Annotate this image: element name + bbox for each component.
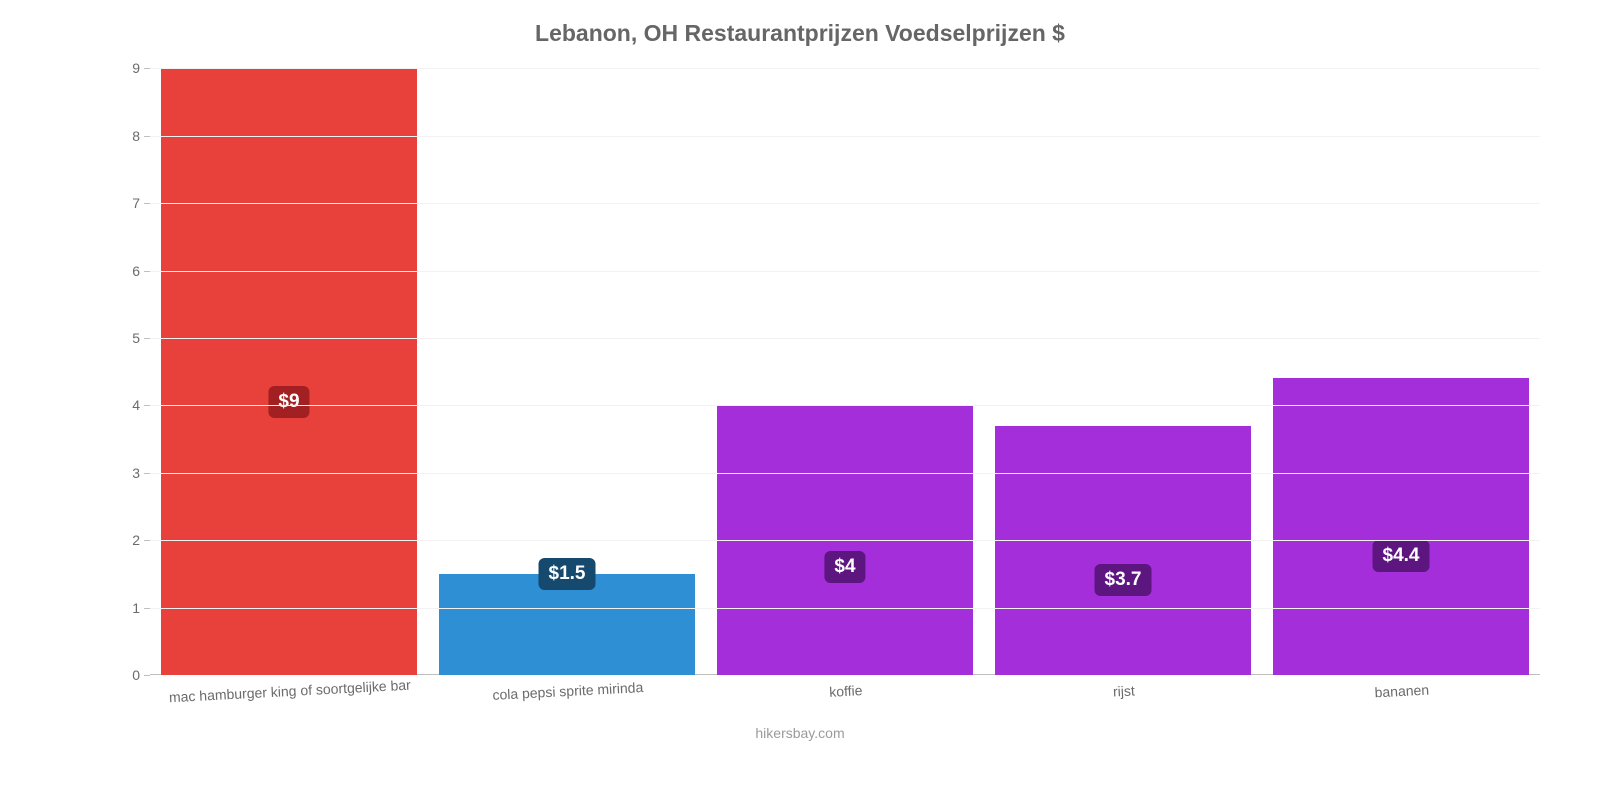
y-tick-label: 5 [100, 330, 140, 346]
price-bar-chart: Lebanon, OH Restaurantprijzen Voedselpri… [0, 0, 1600, 800]
grid-line [150, 405, 1540, 406]
x-axis-label: koffie [706, 668, 986, 722]
y-tick-label: 0 [100, 667, 140, 683]
bar-value-label: $4.4 [1373, 540, 1430, 572]
y-tick-mark [144, 271, 150, 272]
bar-value-label: $1.5 [539, 558, 596, 590]
y-tick-mark [144, 405, 150, 406]
grid-line [150, 271, 1540, 272]
x-axis-label: cola pepsi sprite mirinda [428, 668, 708, 722]
grid-line [150, 338, 1540, 339]
x-axis-label: mac hamburger king of soortgelijke bar [150, 668, 430, 722]
grid-line [150, 136, 1540, 137]
y-tick-label: 6 [100, 263, 140, 279]
grid-line [150, 540, 1540, 541]
y-tick-mark [144, 473, 150, 474]
y-tick-label: 3 [100, 465, 140, 481]
y-tick-label: 2 [100, 532, 140, 548]
y-tick-mark [144, 203, 150, 204]
grid-line [150, 473, 1540, 474]
grid-line [150, 608, 1540, 609]
bar: $9 [161, 68, 417, 675]
y-tick-label: 9 [100, 60, 140, 76]
bar: $3.7 [995, 426, 1251, 675]
grid-line [150, 203, 1540, 204]
x-axis-label: rijst [984, 668, 1264, 722]
y-tick-mark [144, 68, 150, 69]
x-axis-label: bananen [1262, 668, 1542, 722]
y-tick-mark [144, 338, 150, 339]
chart-title: Lebanon, OH Restaurantprijzen Voedselpri… [40, 20, 1560, 47]
bars-container: $9 $1.5 $4 $3.7 $4.4 [150, 55, 1540, 675]
bar-slot: $1.5 [428, 55, 706, 675]
y-tick-label: 1 [100, 600, 140, 616]
bar-slot: $3.7 [984, 55, 1262, 675]
bar: $4.4 [1273, 378, 1529, 675]
y-tick-label: 8 [100, 128, 140, 144]
source-attribution: hikersbay.com [40, 725, 1560, 741]
y-tick-mark [144, 608, 150, 609]
plot-area: $9$1.5$4$3.7$4.4 0123456789 [150, 55, 1540, 675]
x-axis-labels: mac hamburger king of soortgelijke barco… [150, 675, 1540, 715]
bar-value-label: $9 [268, 386, 309, 418]
y-tick-mark [144, 136, 150, 137]
bar-slot: $4.4 [1262, 55, 1540, 675]
y-tick-label: 7 [100, 195, 140, 211]
y-tick-mark [144, 540, 150, 541]
bar-value-label: $3.7 [1095, 564, 1152, 596]
y-tick-label: 4 [100, 397, 140, 413]
grid-line [150, 68, 1540, 69]
bar: $1.5 [439, 574, 695, 675]
bar-slot: $4 [706, 55, 984, 675]
bar-value-label: $4 [824, 551, 865, 583]
bar-slot: $9 [150, 55, 428, 675]
